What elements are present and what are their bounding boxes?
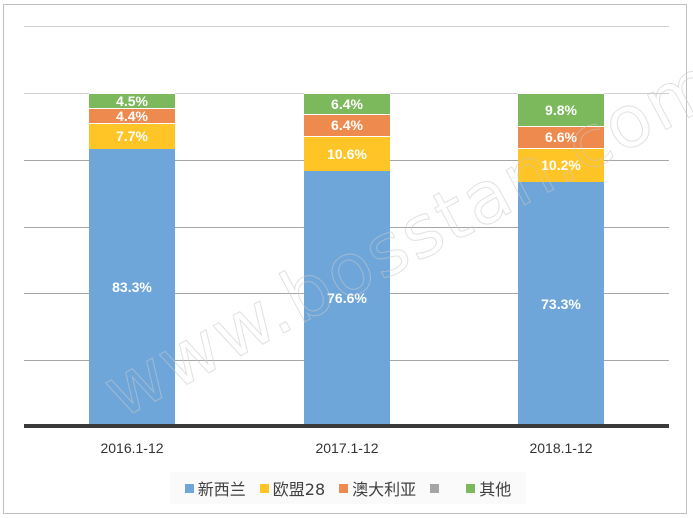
data-label: 73.3%	[541, 295, 581, 312]
x-tick-label: 2017.1-12	[315, 440, 379, 456]
data-label: 4.5%	[116, 93, 148, 110]
bar-segment: 10.6%	[304, 135, 390, 171]
bar-segment: 7.7%	[89, 122, 175, 149]
data-label: 6.4%	[331, 117, 363, 134]
x-axis-line	[24, 424, 669, 428]
legend-swatch-icon	[184, 483, 194, 493]
bar-segment: 73.3%	[518, 181, 604, 426]
bar-segment: 6.4%	[304, 93, 390, 115]
legend-item-blank[interactable]	[430, 483, 452, 493]
stacked-bar: 76.6% 10.6% 6.4% 6.4%	[304, 0, 390, 518]
legend-label: 新西兰	[197, 480, 246, 499]
stacked-bar: 73.3% 10.2% 6.6% 9.8%	[518, 0, 604, 518]
bar-segment: 10.2%	[518, 147, 604, 182]
legend-swatch-icon	[259, 483, 269, 493]
legend-item-new-zealand[interactable]: 新西兰	[184, 476, 246, 500]
stacked-bar: 83.3% 7.7% 4.4% 4.5%	[89, 0, 175, 518]
gridline	[24, 26, 669, 27]
bar-segment: 4.4%	[89, 108, 175, 125]
legend-swatch-icon	[466, 483, 476, 493]
legend-label: 欧盟28	[272, 480, 326, 499]
bar-segment: 76.6%	[304, 170, 390, 426]
legend-item-australia[interactable]: 澳大利亚	[339, 476, 416, 500]
legend-label: 澳大利亚	[352, 480, 417, 499]
x-tick-label: 2016.1-12	[100, 440, 164, 456]
data-label: 76.6%	[327, 290, 367, 307]
bar-segment: 9.8%	[518, 93, 604, 126]
data-label: 7.7%	[116, 128, 148, 145]
data-label: 6.6%	[545, 129, 577, 146]
data-label: 6.4%	[331, 96, 363, 113]
bar-segment: 83.3%	[89, 148, 175, 426]
legend-label: 其他	[479, 480, 512, 499]
data-label: 83.3%	[112, 279, 152, 296]
legend-item-other[interactable]: 其他	[466, 476, 511, 500]
legend-swatch-icon	[430, 483, 440, 493]
data-label: 10.2%	[541, 157, 581, 174]
data-label: 4.4%	[116, 108, 148, 125]
bar-segment: 6.6%	[518, 125, 604, 148]
data-label: 10.6%	[327, 145, 367, 162]
data-label: 9.8%	[545, 102, 577, 119]
bar-segment: 4.5%	[89, 93, 175, 110]
legend: 新西兰 欧盟28 澳大利亚 其他	[170, 472, 526, 504]
legend-item-eu28[interactable]: 欧盟28	[259, 476, 326, 500]
bar-segment: 6.4%	[304, 114, 390, 136]
x-tick-label: 2018.1-12	[529, 440, 593, 456]
legend-swatch-icon	[339, 483, 349, 493]
